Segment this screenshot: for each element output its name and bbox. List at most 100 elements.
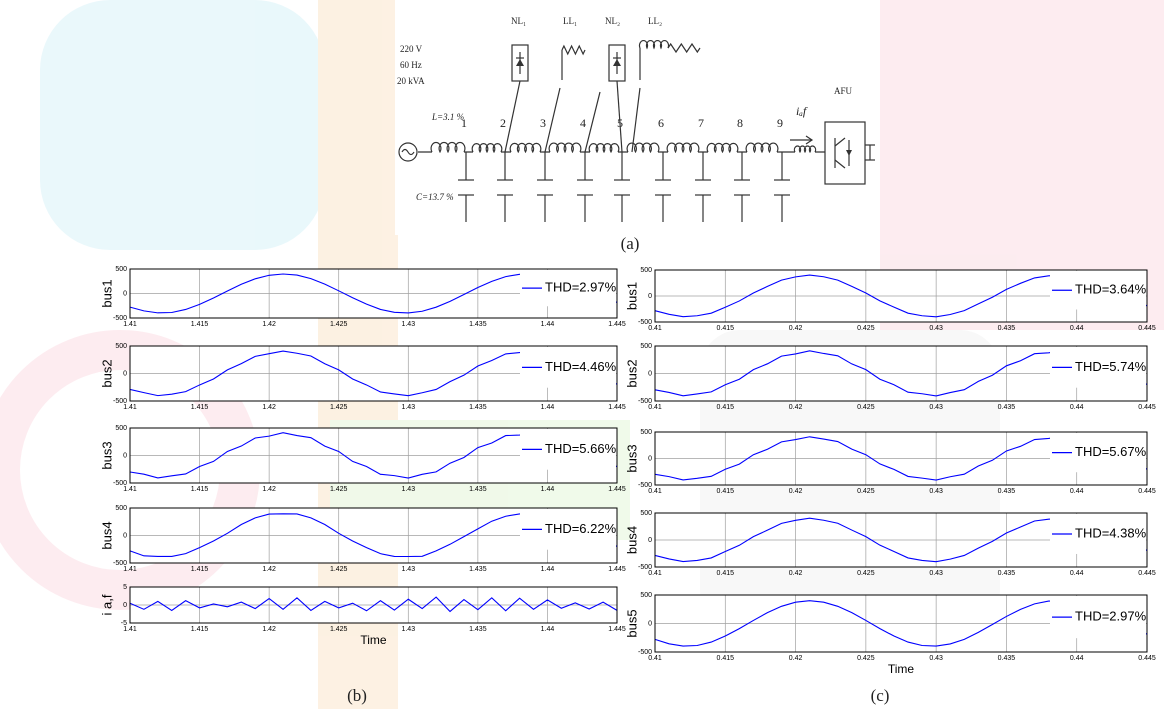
legend-label: THD=2.97%	[1075, 609, 1147, 624]
x-tick-label: 1.41	[123, 321, 137, 328]
x-tick-label: 0.445	[1138, 404, 1156, 411]
legend-label: THD=3.64%	[1075, 282, 1147, 297]
y-tick-label: 500	[115, 505, 127, 512]
x-tick-label: 1.44	[541, 566, 555, 573]
x-tick-label: 0.43	[929, 570, 943, 577]
x-axis-label: Time	[888, 662, 915, 676]
x-tick-label: 1.44	[541, 404, 555, 411]
y-tick-label: -500	[113, 315, 127, 322]
filter-label: AFU	[834, 86, 853, 96]
x-tick-label: 0.41	[648, 404, 662, 411]
x-tick-label: 0.415	[717, 404, 735, 411]
x-tick-label: 1.425	[330, 566, 348, 573]
x-tick-label: 0.425	[857, 655, 875, 662]
x-tick-label: 0.425	[857, 570, 875, 577]
x-tick-label: 1.43	[401, 486, 415, 493]
y-tick-label: 500	[640, 510, 652, 517]
node-label: 4	[580, 116, 586, 130]
x-tick-label: 0.41	[648, 488, 662, 495]
y-axis-label: bus2	[99, 359, 114, 387]
x-tick-label: 1.425	[330, 321, 348, 328]
y-axis-label: bus4	[99, 521, 114, 549]
x-tick-label: 1.445	[608, 486, 626, 493]
node-label: 2	[500, 116, 506, 130]
y-tick-label: 0	[123, 532, 127, 539]
x-tick-label: 1.41	[123, 566, 137, 573]
x-tick-label: 1.415	[191, 321, 209, 328]
x-tick-label: 0.435	[998, 570, 1016, 577]
x-tick-label: 0.44	[1070, 488, 1084, 495]
y-tick-label: 0	[648, 620, 652, 627]
figure: 123456789 220 V 60 Hz 20 kVA L=3.1 % C=1…	[0, 0, 1164, 709]
load-label: NL₁	[511, 16, 526, 26]
y-tick-label: -500	[638, 319, 652, 326]
y-axis-label: bus5	[624, 609, 639, 637]
x-tick-label: 1.41	[123, 626, 137, 633]
caption: (c)	[871, 686, 890, 705]
x-tick-label: 1.41	[123, 486, 137, 493]
y-tick-label: 0	[648, 455, 652, 462]
x-tick-label: 0.42	[789, 488, 803, 495]
x-tick-label: 0.435	[998, 404, 1016, 411]
y-tick-label: -5	[121, 620, 127, 627]
x-tick-label: 0.415	[717, 325, 735, 332]
x-tick-label: 0.44	[1070, 655, 1084, 662]
x-tick-label: 1.425	[330, 404, 348, 411]
x-tick-label: 1.415	[191, 626, 209, 633]
x-tick-label: 0.425	[857, 325, 875, 332]
x-tick-label: 1.415	[191, 566, 209, 573]
node-label: 3	[540, 116, 546, 130]
charts: 1.411.4151.421.4251.431.4351.441.445-500…	[99, 266, 1155, 676]
x-tick-label: 1.42	[262, 486, 276, 493]
x-tick-label: 1.415	[191, 486, 209, 493]
y-tick-label: 5	[123, 584, 127, 591]
caption: (a)	[621, 234, 640, 253]
x-tick-label: 1.445	[608, 321, 626, 328]
caption: (b)	[347, 686, 367, 705]
x-tick-label: 0.435	[998, 325, 1016, 332]
x-tick-label: 0.43	[929, 404, 943, 411]
y-tick-label: 500	[640, 267, 652, 274]
y-tick-label: -500	[638, 649, 652, 656]
y-axis-label: bus1	[624, 282, 639, 310]
node-label: 6	[658, 116, 664, 130]
y-tick-label: 0	[123, 370, 127, 377]
y-axis-label: bus2	[624, 359, 639, 387]
x-tick-label: 0.43	[929, 488, 943, 495]
x-tick-label: 1.44	[541, 321, 555, 328]
y-tick-label: -500	[638, 482, 652, 489]
x-tick-label: 0.415	[717, 488, 735, 495]
x-tick-label: 0.435	[998, 655, 1016, 662]
y-tick-label: -500	[113, 398, 127, 405]
x-tick-label: 1.42	[262, 321, 276, 328]
x-tick-label: 0.42	[789, 655, 803, 662]
x-tick-label: 0.445	[1138, 570, 1156, 577]
legend-label: THD=5.74%	[1075, 359, 1147, 374]
y-tick-label: 0	[648, 370, 652, 377]
y-axis-label: bus4	[624, 526, 639, 554]
x-tick-label: 0.415	[717, 655, 735, 662]
inductance-label: L=3.1 %	[431, 112, 464, 122]
legend-label: THD=4.46%	[545, 359, 617, 374]
y-tick-label: -500	[638, 398, 652, 405]
x-tick-label: 0.42	[789, 325, 803, 332]
x-tick-label: 0.42	[789, 570, 803, 577]
x-tick-label: 1.42	[262, 404, 276, 411]
x-tick-label: 0.44	[1070, 325, 1084, 332]
x-tick-label: 0.415	[717, 570, 735, 577]
x-tick-label: 0.435	[998, 488, 1016, 495]
x-tick-label: 1.435	[469, 486, 487, 493]
y-tick-label: 0	[123, 452, 127, 459]
y-axis-label: i a,f	[99, 594, 114, 615]
x-tick-label: 1.435	[469, 626, 487, 633]
x-tick-label: 1.44	[541, 486, 555, 493]
y-tick-label: 500	[115, 266, 127, 273]
source-label: 220 V	[400, 44, 423, 54]
node-label: 7	[698, 116, 704, 130]
x-tick-label: 1.445	[608, 404, 626, 411]
y-axis-label: bus3	[99, 441, 114, 469]
source-label: 20 kVA	[397, 76, 425, 86]
diagram-background	[395, 0, 880, 235]
source-label: 60 Hz	[400, 60, 422, 70]
x-tick-label: 1.415	[191, 404, 209, 411]
